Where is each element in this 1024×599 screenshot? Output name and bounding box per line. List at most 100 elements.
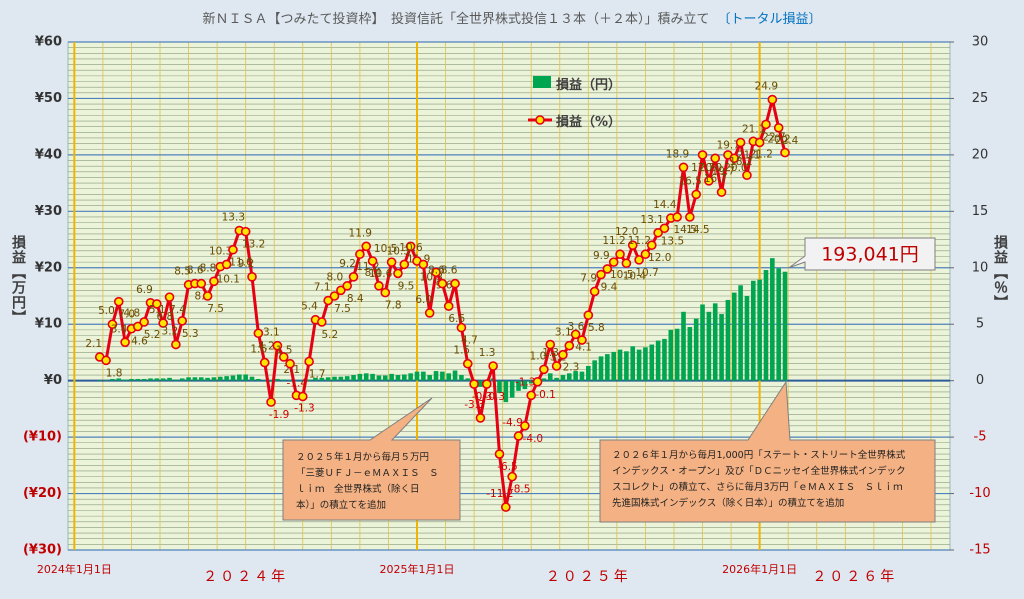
bar — [757, 279, 762, 381]
data-label: 10.5 — [610, 269, 633, 281]
data-label: 6.0 — [415, 294, 432, 306]
bar — [363, 373, 369, 381]
y-tick-label: (¥20) — [23, 486, 62, 501]
data-label: 7.1 — [314, 282, 331, 294]
y2-tick-label: 25 — [972, 91, 989, 106]
line-marker — [646, 240, 657, 250]
data-label: 8.8 — [200, 262, 217, 274]
y2-tick-label: -5 — [974, 430, 987, 445]
bar — [649, 344, 655, 381]
line-marker — [539, 364, 549, 375]
note-box — [282, 397, 461, 521]
line-marker — [342, 281, 352, 291]
data-label: 21.1 — [742, 123, 765, 135]
line-marker — [177, 316, 188, 326]
data-label: 6.6 — [448, 313, 465, 325]
note-box — [599, 380, 936, 523]
data-label: 3.2 — [162, 326, 179, 338]
line-marker — [729, 153, 740, 164]
data-label: 20.0 — [699, 162, 722, 174]
line-marker — [653, 227, 663, 238]
line-marker — [526, 390, 537, 401]
y2-tick-label: 0 — [976, 373, 984, 388]
line-marker — [101, 355, 111, 366]
line-marker — [469, 379, 479, 389]
y2-tick-label: 5 — [976, 317, 984, 332]
data-label: -3.3 — [464, 399, 485, 411]
bar — [750, 280, 756, 381]
data-label: -11.2 — [486, 488, 513, 500]
data-label: 5.2 — [321, 329, 338, 341]
line-marker — [139, 317, 149, 327]
bar — [325, 377, 331, 381]
bar — [738, 285, 743, 381]
data-label: 13.3 — [222, 212, 245, 224]
data-label: 8.6 — [428, 265, 445, 277]
bar — [230, 375, 236, 381]
bar — [560, 375, 566, 381]
bar — [744, 296, 750, 381]
data-label: -1.3 — [294, 402, 315, 414]
line-marker — [336, 285, 346, 296]
line-marker — [494, 449, 505, 459]
line-marker — [634, 255, 644, 265]
data-label: 5.1 — [149, 304, 166, 316]
data-label: 13.2 — [242, 239, 265, 251]
bar — [655, 340, 661, 381]
line-marker — [767, 94, 778, 105]
bar — [408, 373, 413, 381]
data-label: 17.7 — [691, 162, 714, 174]
bar — [503, 380, 509, 403]
note-line: ｌｉｍ 全世界株式（除く日 — [296, 484, 420, 495]
note-line: ２０２６年１月から毎月1,000円「ステート・ストリート全世界株式 — [612, 450, 906, 461]
data-label: 14.5 — [686, 224, 709, 236]
line-marker — [317, 317, 327, 327]
data-label: 9.9 — [593, 250, 610, 262]
line-marker — [431, 267, 441, 278]
y-tick-label: ¥30 — [35, 204, 62, 219]
data-label: 10.6 — [369, 268, 393, 280]
data-label: 8.6 — [187, 265, 204, 277]
bar — [389, 373, 394, 381]
legend-marker — [535, 115, 545, 125]
bar — [706, 311, 712, 381]
bar — [617, 349, 623, 381]
line-marker — [348, 272, 359, 282]
y2-tick-label: 20 — [972, 147, 989, 162]
bar — [776, 268, 781, 381]
line-marker — [716, 187, 727, 197]
bar — [122, 379, 128, 381]
data-label: 12.0 — [615, 226, 638, 238]
bar — [319, 377, 325, 381]
legend-label: 損益（%） — [556, 115, 622, 130]
bar — [452, 370, 458, 381]
line-marker — [386, 257, 397, 267]
data-label: -4.9 — [502, 417, 523, 429]
title-sub: 〔トータル損益〕 — [717, 12, 822, 27]
note: ２０２５年１月から毎月５万円 「三菱ＵＦＪ－ｅＭＡＸＩＳ Ｓ ｌｉｍ 全世界株式（除… — [296, 450, 439, 514]
data-label: 1.5 — [453, 345, 470, 357]
line-marker — [710, 153, 721, 164]
data-label: 11.9 — [349, 227, 372, 239]
line-marker — [456, 322, 467, 333]
bar — [224, 376, 229, 381]
note-line: 本）」の積立てを追加 — [296, 500, 387, 511]
bar — [674, 328, 680, 381]
data-label: 1.8 — [106, 367, 123, 379]
line-marker — [418, 259, 429, 270]
bar — [205, 377, 210, 381]
data-label: 1.5 — [276, 345, 293, 357]
y2-tick-label: 15 — [972, 204, 989, 219]
data-label: 14.5 — [673, 224, 696, 236]
bar — [160, 378, 166, 381]
line-marker — [152, 299, 162, 309]
line-marker — [627, 240, 638, 250]
line-marker — [742, 170, 752, 181]
y2-tick-label: 10 — [972, 260, 989, 275]
y-tick-label: ¥50 — [35, 91, 62, 106]
data-label: 18.9 — [666, 148, 689, 160]
data-label: 14.4 — [653, 199, 677, 211]
bar — [256, 378, 261, 381]
line-marker — [437, 278, 448, 289]
legend-label: 損益（円） — [556, 78, 622, 93]
